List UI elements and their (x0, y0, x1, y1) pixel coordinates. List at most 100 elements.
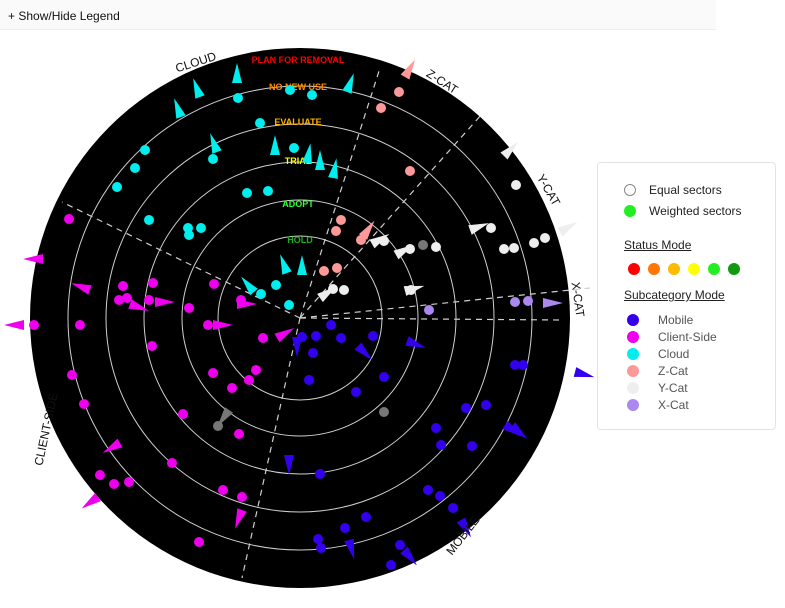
blip-zcat[interactable] (336, 215, 346, 225)
blip-client[interactable] (178, 409, 188, 419)
blip-trend-mobile[interactable] (344, 538, 355, 560)
blip-trend-ycat[interactable] (500, 141, 519, 160)
blip-mobile[interactable] (436, 440, 446, 450)
blip-trend-zcat[interactable] (400, 59, 415, 80)
blip-client[interactable] (29, 320, 39, 330)
blip-zcat[interactable] (332, 263, 342, 273)
blip-ycat[interactable] (511, 180, 521, 190)
blip-cloud[interactable] (263, 186, 273, 196)
blip-mobile[interactable] (336, 333, 346, 343)
blip-mobile[interactable] (351, 387, 361, 397)
blip-trend-cloud[interactable] (193, 78, 205, 99)
blip-trend-grey[interactable] (217, 407, 234, 427)
blip-mobile[interactable] (368, 331, 378, 341)
blip-client[interactable] (118, 281, 128, 291)
blip-trend-cloud[interactable] (302, 143, 312, 164)
blip-trend-mobile[interactable] (284, 455, 294, 475)
blip-grey[interactable] (418, 240, 428, 250)
blip-trend-client[interactable] (102, 438, 123, 453)
blip-trend-cloud[interactable] (297, 255, 307, 275)
blip-trend-cloud[interactable] (280, 254, 292, 275)
blip-mobile[interactable] (304, 375, 314, 385)
blip-cloud[interactable] (144, 215, 154, 225)
blip-client[interactable] (209, 279, 219, 289)
blip-trend-ycat[interactable] (557, 222, 578, 237)
blip-mobile[interactable] (326, 320, 336, 330)
status-mode-heading[interactable]: Status Mode (624, 238, 692, 252)
blip-client[interactable] (251, 365, 261, 375)
blip-ycat[interactable] (405, 244, 415, 254)
blip-ycat[interactable] (339, 285, 349, 295)
blip-mobile[interactable] (518, 360, 528, 370)
blip-mobile[interactable] (481, 400, 491, 410)
blip-mobile[interactable] (467, 441, 477, 451)
blip-mobile[interactable] (315, 469, 325, 479)
blip-client[interactable] (64, 214, 74, 224)
blip-trend-client[interactable] (155, 297, 175, 307)
blip-client[interactable] (227, 383, 237, 393)
blip-cloud[interactable] (289, 143, 299, 153)
blip-mobile[interactable] (386, 560, 396, 570)
blip-trend-xcat[interactable] (543, 298, 563, 308)
blip-trend-mobile[interactable] (405, 336, 426, 348)
blip-trend-client[interactable] (237, 299, 257, 309)
blip-trend-client[interactable] (71, 283, 92, 295)
show-hide-legend-button[interactable]: + Show/Hide Legend (8, 9, 120, 23)
blip-trend-ycat[interactable] (369, 234, 390, 249)
blip-client[interactable] (75, 320, 85, 330)
blip-cloud[interactable] (307, 90, 317, 100)
blip-client[interactable] (218, 485, 228, 495)
blip-trend-client[interactable] (4, 320, 24, 330)
blip-trend-client[interactable] (23, 254, 43, 264)
blip-trend-mobile[interactable] (502, 420, 522, 437)
blip-trend-mobile[interactable] (456, 517, 471, 538)
blip-client[interactable] (167, 458, 177, 468)
blip-client[interactable] (95, 470, 105, 480)
blip-mobile[interactable] (308, 348, 318, 358)
blip-client[interactable] (122, 293, 132, 303)
blip-trend-mobile[interactable] (354, 342, 373, 361)
radar-blips[interactable] (4, 59, 595, 570)
blip-mobile[interactable] (423, 485, 433, 495)
blip-ycat[interactable] (486, 223, 496, 233)
equal-sectors-option[interactable]: Equal sectors (624, 183, 722, 197)
blip-trend-cloud[interactable] (342, 73, 354, 94)
blip-mobile[interactable] (340, 523, 350, 533)
blip-cloud[interactable] (256, 289, 266, 299)
blip-trend-client[interactable] (235, 508, 247, 529)
blip-mobile[interactable] (395, 540, 405, 550)
blip-cloud[interactable] (242, 188, 252, 198)
blip-ycat[interactable] (509, 243, 519, 253)
blip-mobile[interactable] (431, 423, 441, 433)
blip-zcat[interactable] (394, 87, 404, 97)
blip-trend-ycat[interactable] (403, 285, 425, 296)
blip-cloud[interactable] (112, 182, 122, 192)
blip-trend-ycat[interactable] (393, 245, 414, 260)
weighted-sectors-option[interactable]: Weighted sectors (624, 204, 742, 218)
blip-client[interactable] (234, 429, 244, 439)
blip-client[interactable] (147, 341, 157, 351)
blip-mobile[interactable] (435, 491, 445, 501)
blip-client[interactable] (114, 295, 124, 305)
blip-ycat[interactable] (529, 238, 539, 248)
blip-mobile[interactable] (361, 512, 371, 522)
subcategory-mode-heading[interactable]: Subcategory Mode (624, 288, 725, 302)
blip-client[interactable] (109, 479, 119, 489)
blip-trend-mobile[interactable] (292, 337, 302, 357)
blip-trend-client[interactable] (274, 328, 295, 343)
blip-xcat[interactable] (523, 296, 533, 306)
blip-client[interactable] (194, 537, 204, 547)
blip-client[interactable] (237, 492, 247, 502)
blip-cloud[interactable] (233, 93, 243, 103)
blip-cloud[interactable] (284, 300, 294, 310)
blip-trend-mobile[interactable] (400, 546, 417, 566)
blip-client[interactable] (124, 477, 134, 487)
blip-zcat[interactable] (356, 235, 366, 245)
blip-trend-ycat[interactable] (468, 223, 489, 235)
blip-trend-mobile[interactable] (573, 367, 595, 378)
blip-zcat[interactable] (331, 226, 341, 236)
blip-trend-cloud[interactable] (210, 133, 222, 154)
blip-trend-cloud[interactable] (232, 63, 242, 83)
blip-trend-client[interactable] (81, 492, 101, 509)
